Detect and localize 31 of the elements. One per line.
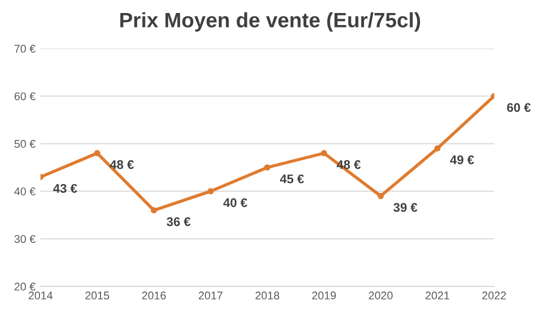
data-label: 40 € (223, 198, 248, 208)
data-label: 43 € (53, 184, 78, 193)
point (378, 192, 384, 200)
data-label: 49 € (450, 155, 474, 164)
data-label: 36 € (166, 217, 191, 226)
x-tick-label: 2015 (85, 292, 110, 300)
y-tick-label: 60 € (14, 92, 36, 100)
point (94, 150, 100, 156)
x-tick-label: 2016 (142, 292, 166, 300)
chart-title: Prix Moyen de vente (Eur/75cl) (120, 12, 420, 32)
x-tick-label: 2019 (312, 292, 336, 300)
x-tick-label: 2018 (256, 292, 280, 300)
point (434, 145, 441, 152)
y-tick-label: 20 € (14, 282, 36, 291)
data-label: 60 € (507, 103, 531, 112)
x-tick-label: 2020 (368, 292, 393, 300)
y-tick-label: 40 € (14, 188, 36, 196)
point (320, 150, 328, 156)
x-tick-label: 2022 (482, 292, 506, 300)
data-label: 39 € (393, 203, 418, 212)
x-tick-label: 2017 (198, 292, 222, 300)
point (264, 164, 270, 171)
data-label: 48 € (110, 160, 134, 170)
y-tick-label: 70 € (14, 44, 36, 53)
x-tick-label: 2021 (426, 292, 450, 300)
point (150, 207, 158, 214)
x-tick-label: 2014 (28, 292, 53, 300)
y-tick-label: 30 € (14, 235, 36, 243)
point (207, 188, 214, 194)
y-tick-label: 50 € (14, 140, 36, 148)
data-label: 45 € (280, 174, 304, 184)
